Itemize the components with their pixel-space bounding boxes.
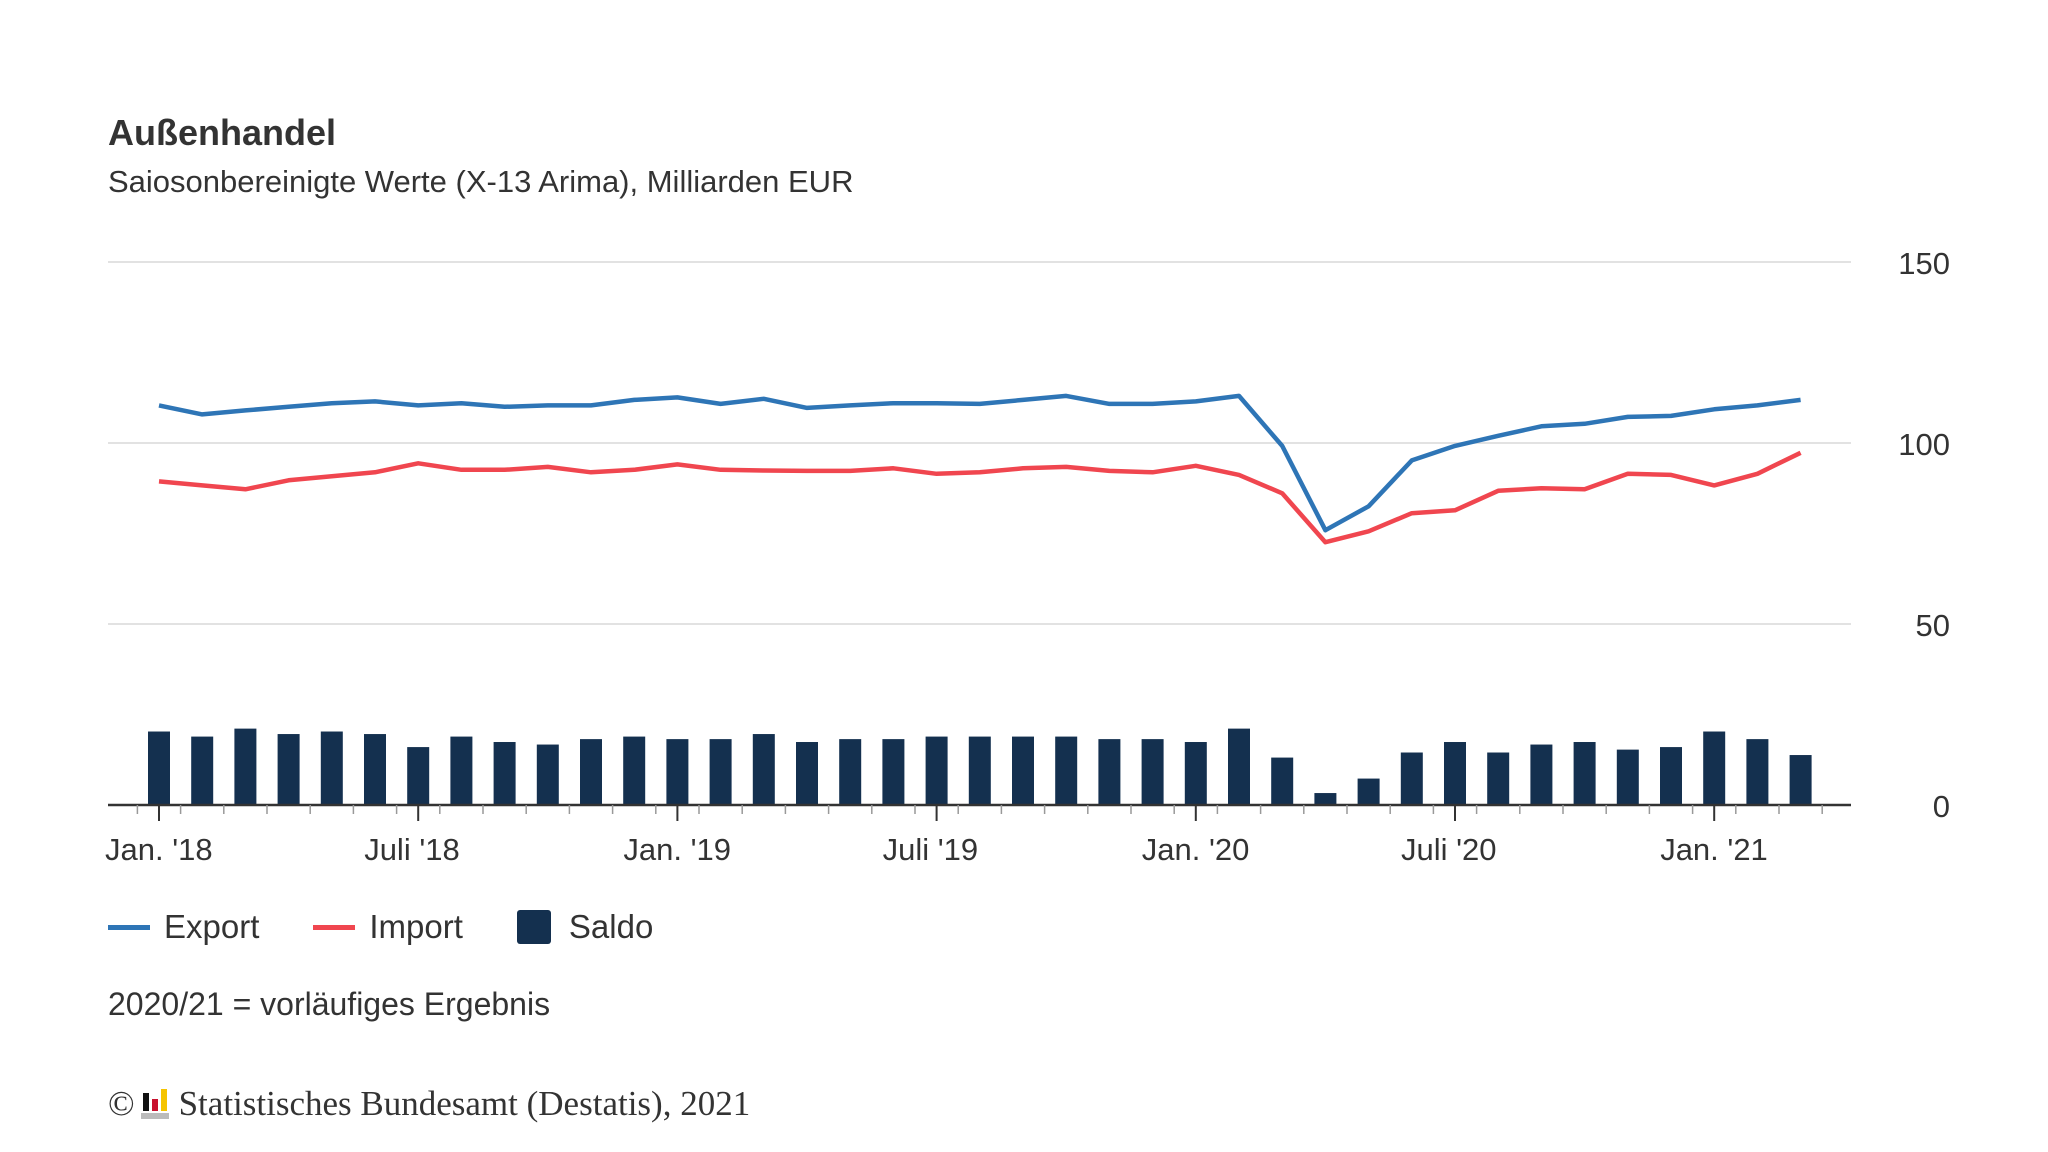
bar-saldo [407,747,430,805]
bar-saldo [1573,742,1596,805]
y-tick-label: 50 [1916,608,1950,643]
line-import [158,450,1802,545]
x-tick-label: Jan. '20 [1142,832,1250,867]
bar-saldo [1746,739,1769,805]
bar-saldo [1530,744,1553,805]
x-tick-label: Jan. '21 [1660,832,1768,867]
source-text: Statistisches Bundesamt (Destatis), 2021 [178,1084,751,1123]
bar-saldo [968,736,991,805]
x-tick-label: Jan. '19 [623,832,731,867]
legend: Export Import Saldo [108,908,707,946]
bar-saldo [1789,755,1812,805]
bar-saldo [1228,728,1250,805]
bar-saldo [1660,747,1682,805]
bar-saldo [493,742,516,805]
x-tick-label: Jan. '18 [105,832,213,867]
bar-saldo [925,736,948,805]
source-credit: © Statistisches Bundesamt (Destatis), 20… [108,1084,750,1124]
bar-saldo [1314,793,1337,805]
bar-saldo [580,739,602,805]
line-export [158,393,1801,533]
bar-saldo [1271,757,1294,805]
bar-saldo [450,736,473,805]
legend-swatch-saldo [516,910,551,944]
bar-saldo [1012,736,1034,805]
legend-label-saldo: Saldo [568,908,654,945]
bar-saldo [148,731,170,805]
bar-saldo [796,742,818,805]
bar-saldo [839,739,862,805]
legend-swatch-export [108,924,150,930]
x-tick-label: Juli '19 [883,832,979,867]
destatis-logo-icon [140,1089,171,1119]
bar-saldo [364,734,386,805]
bar-saldo [709,739,732,805]
bar-saldo [320,731,343,805]
bar-saldo [1703,731,1726,805]
legend-swatch-import [313,924,356,930]
y-tick-label: 0 [1933,789,1950,824]
legend-label-export: Export [164,908,260,945]
bar-saldo [234,728,257,805]
x-tick-label: Juli '18 [364,832,460,867]
copyright-symbol: © [108,1084,135,1123]
legend-item-export[interactable]: Export [108,908,259,946]
y-tick-label: 150 [1898,246,1950,281]
bar-saldo [1357,778,1380,805]
chart-subtitle: Saiosonbereinigte Werte (X-13 Arima), Mi… [108,164,854,199]
bar-saldo [1184,742,1207,805]
bar-saldo [191,736,214,805]
bar-saldo [1141,739,1164,805]
bar-saldo [1487,752,1510,805]
bar-saldo [882,739,905,805]
x-tick-label: Juli '20 [1401,832,1497,867]
footnote: 2020/21 = vorläufiges Ergebnis [108,986,551,1022]
bar-saldo [1098,739,1121,805]
bar-saldo [666,739,689,805]
y-tick-label: 100 [1898,427,1950,462]
bar-saldo [1444,742,1466,805]
bar-saldo [1400,752,1423,805]
bar-saldo [536,744,559,805]
legend-item-saldo[interactable]: Saldo [516,908,654,946]
legend-item-import[interactable]: Import [313,908,463,946]
bar-saldo [623,736,646,805]
legend-label-import: Import [369,908,463,945]
bar-saldo [1055,736,1078,805]
bar-saldo [1616,749,1639,805]
bar-saldo [277,734,300,805]
bar-saldo [752,734,775,805]
chart-title: Außenhandel [108,112,337,153]
